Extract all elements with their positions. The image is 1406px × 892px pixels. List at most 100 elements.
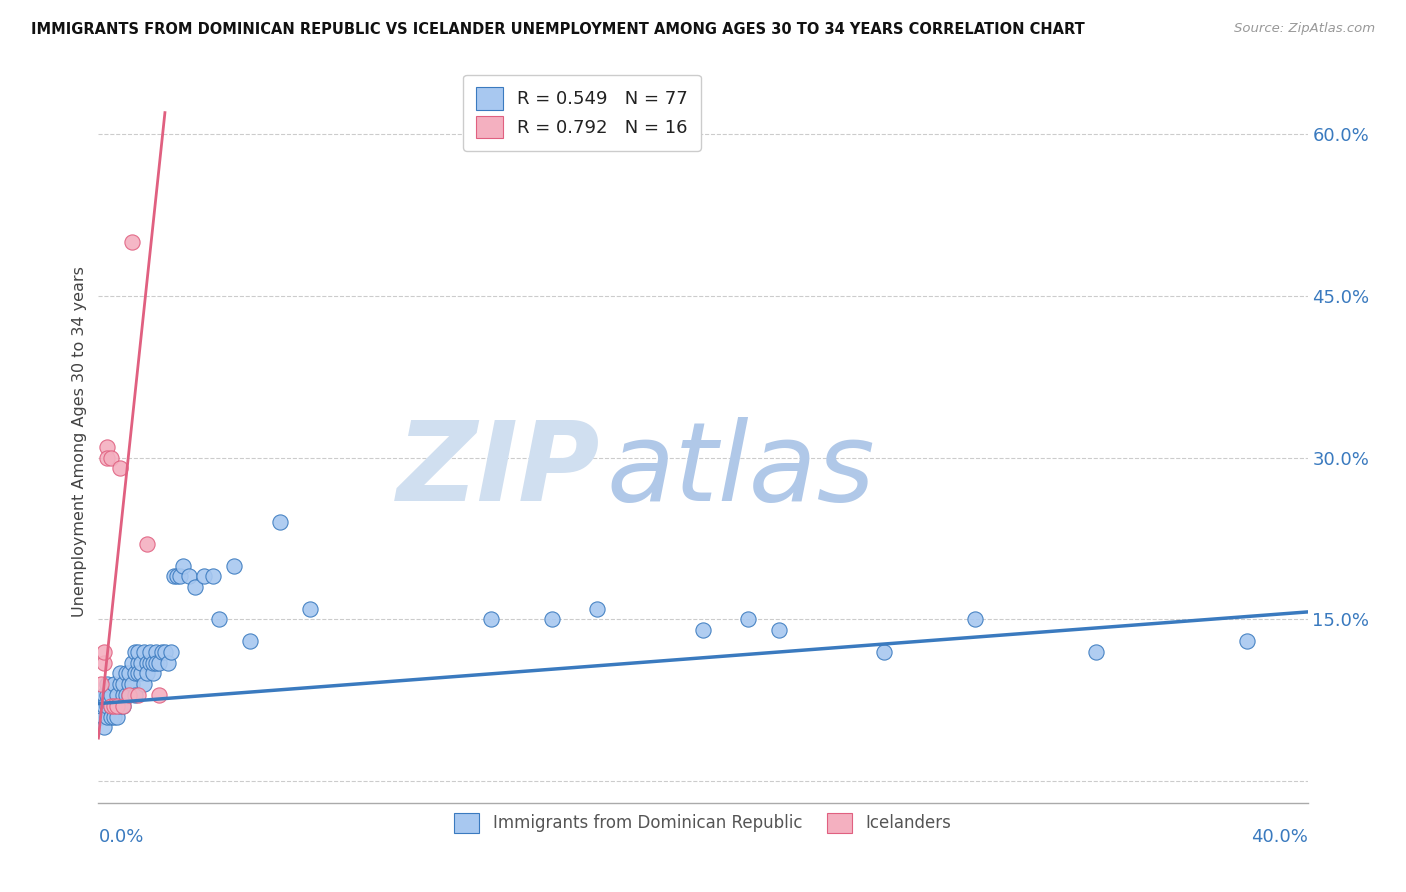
Point bbox=[103, 677, 125, 691]
Point bbox=[135, 537, 157, 551]
Point bbox=[90, 677, 112, 691]
Point bbox=[96, 688, 118, 702]
Point bbox=[193, 569, 215, 583]
Point bbox=[269, 516, 291, 530]
Point bbox=[127, 688, 149, 702]
Point bbox=[239, 634, 262, 648]
Point bbox=[129, 656, 152, 670]
Point bbox=[873, 645, 896, 659]
Point bbox=[224, 558, 246, 573]
Y-axis label: Unemployment Among Ages 30 to 34 years: Unemployment Among Ages 30 to 34 years bbox=[72, 266, 87, 617]
Point bbox=[172, 558, 194, 573]
Point bbox=[121, 677, 143, 691]
Text: IMMIGRANTS FROM DOMINICAN REPUBLIC VS ICELANDER UNEMPLOYMENT AMONG AGES 30 TO 34: IMMIGRANTS FROM DOMINICAN REPUBLIC VS IC… bbox=[31, 22, 1084, 37]
Text: Source: ZipAtlas.com: Source: ZipAtlas.com bbox=[1234, 22, 1375, 36]
Point bbox=[153, 645, 176, 659]
Point bbox=[132, 645, 155, 659]
Point bbox=[139, 645, 162, 659]
Point bbox=[127, 645, 149, 659]
Point bbox=[105, 709, 128, 723]
Point bbox=[148, 656, 170, 670]
Point bbox=[105, 688, 128, 702]
Point bbox=[111, 677, 134, 691]
Point bbox=[737, 612, 759, 626]
Point bbox=[100, 450, 122, 465]
Point bbox=[96, 698, 118, 713]
Point bbox=[150, 645, 173, 659]
Point bbox=[118, 677, 141, 691]
Point bbox=[111, 698, 134, 713]
Point bbox=[93, 688, 115, 702]
Point bbox=[96, 677, 118, 691]
Point bbox=[1236, 634, 1258, 648]
Point bbox=[135, 656, 157, 670]
Point bbox=[100, 698, 122, 713]
Point bbox=[100, 688, 122, 702]
Point bbox=[121, 235, 143, 249]
Point bbox=[129, 666, 152, 681]
Point bbox=[103, 709, 125, 723]
Point bbox=[124, 688, 146, 702]
Point bbox=[90, 698, 112, 713]
Point bbox=[90, 709, 112, 723]
Point bbox=[121, 656, 143, 670]
Point bbox=[118, 688, 141, 702]
Point bbox=[142, 656, 165, 670]
Point bbox=[124, 645, 146, 659]
Point bbox=[160, 645, 183, 659]
Point bbox=[127, 666, 149, 681]
Text: ZIP: ZIP bbox=[396, 417, 600, 524]
Point bbox=[208, 612, 231, 626]
Point bbox=[93, 698, 115, 713]
Point bbox=[108, 677, 131, 691]
Point bbox=[965, 612, 987, 626]
Point bbox=[108, 666, 131, 681]
Text: 0.0%: 0.0% bbox=[98, 828, 143, 847]
Point bbox=[1085, 645, 1108, 659]
Point bbox=[96, 450, 118, 465]
Point bbox=[179, 569, 201, 583]
Point bbox=[139, 656, 162, 670]
Point bbox=[768, 624, 790, 638]
Point bbox=[692, 624, 714, 638]
Point bbox=[586, 601, 609, 615]
Point bbox=[132, 677, 155, 691]
Point bbox=[184, 580, 207, 594]
Point bbox=[540, 612, 562, 626]
Point bbox=[111, 688, 134, 702]
Point bbox=[103, 698, 125, 713]
Point bbox=[142, 666, 165, 681]
Point bbox=[166, 569, 188, 583]
Point bbox=[481, 612, 503, 626]
Point bbox=[114, 666, 136, 681]
Point bbox=[163, 569, 186, 583]
Text: 40.0%: 40.0% bbox=[1251, 828, 1308, 847]
Point bbox=[93, 656, 115, 670]
Point bbox=[124, 666, 146, 681]
Point bbox=[145, 656, 167, 670]
Point bbox=[114, 688, 136, 702]
Point bbox=[169, 569, 191, 583]
Point bbox=[299, 601, 322, 615]
Point bbox=[108, 698, 131, 713]
Point bbox=[105, 698, 128, 713]
Point bbox=[100, 709, 122, 723]
Point bbox=[148, 688, 170, 702]
Point bbox=[93, 720, 115, 734]
Point bbox=[135, 666, 157, 681]
Point bbox=[103, 698, 125, 713]
Point bbox=[118, 688, 141, 702]
Point bbox=[202, 569, 225, 583]
Point bbox=[156, 656, 179, 670]
Text: atlas: atlas bbox=[606, 417, 875, 524]
Point bbox=[105, 698, 128, 713]
Point bbox=[96, 709, 118, 723]
Point bbox=[145, 645, 167, 659]
Point bbox=[118, 666, 141, 681]
Point bbox=[127, 656, 149, 670]
Point bbox=[96, 440, 118, 454]
Point bbox=[100, 698, 122, 713]
Point bbox=[111, 698, 134, 713]
Legend: Immigrants from Dominican Republic, Icelanders: Immigrants from Dominican Republic, Icel… bbox=[446, 805, 960, 841]
Point bbox=[108, 461, 131, 475]
